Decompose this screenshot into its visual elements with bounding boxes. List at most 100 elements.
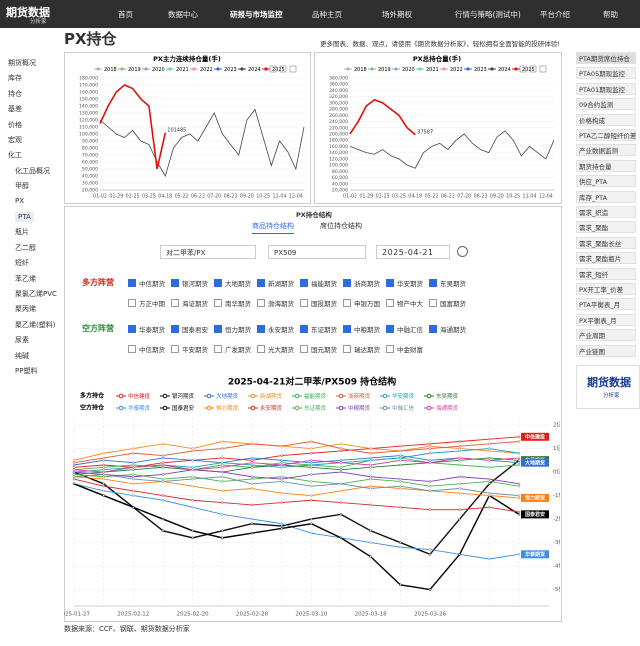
checkbox[interactable]: 华泰期货	[128, 324, 165, 334]
nav-item[interactable]: 平台介绍	[540, 10, 570, 19]
nav-item[interactable]: 品种主页	[312, 10, 342, 19]
checkbox-box[interactable]	[128, 299, 136, 307]
checkbox-box[interactable]	[343, 325, 351, 333]
nav-item[interactable]: 首页	[118, 10, 133, 19]
sidebar-item[interactable]: 期货概况	[8, 59, 36, 67]
checkbox-box[interactable]	[343, 299, 351, 307]
checkbox[interactable]: 海证期货	[171, 298, 208, 308]
sidebar-item[interactable]: 苯乙烯	[15, 274, 36, 283]
sidebar-item[interactable]: 需求_聚酯	[576, 221, 636, 234]
sidebar-item[interactable]: 产业链图	[576, 344, 636, 357]
checkbox-box[interactable]	[429, 325, 437, 333]
checkbox[interactable]: 新湖期货	[257, 278, 294, 288]
checkbox[interactable]: 中信期货	[128, 344, 165, 354]
sidebar-item[interactable]: 价格构成	[576, 113, 636, 126]
checkbox[interactable]: 国投期货	[300, 298, 337, 308]
checkbox[interactable]: 恒力期货	[214, 324, 251, 334]
checkbox-box[interactable]	[300, 325, 308, 333]
checkbox-box[interactable]	[257, 325, 265, 333]
sidebar-item[interactable]: 短纤	[15, 259, 29, 268]
checkbox-box[interactable]	[171, 279, 179, 287]
sidebar-item[interactable]: 需求_短纤	[576, 267, 636, 280]
checkbox[interactable]: 福能期货	[300, 278, 337, 288]
checkbox[interactable]: 物产中大	[386, 298, 423, 308]
sidebar-item[interactable]: 甲醇	[15, 182, 29, 191]
sidebar-item[interactable]: PTA05期现监控	[576, 67, 636, 80]
sidebar-item[interactable]: PTA	[15, 212, 34, 222]
sidebar-item[interactable]: 瓶片	[15, 228, 29, 237]
checkbox-box[interactable]	[300, 279, 308, 287]
checkbox-box[interactable]	[214, 345, 222, 353]
checkbox[interactable]: 国元期货	[300, 344, 337, 354]
nav-item[interactable]: 行情与策略(测试中)	[455, 10, 521, 19]
checkbox-box[interactable]	[257, 345, 265, 353]
sidebar-item[interactable]: PTA01期现监控	[576, 82, 636, 95]
checkbox[interactable]: 东证期货	[300, 324, 337, 334]
checkbox[interactable]: 国泰君安	[171, 324, 208, 334]
checkbox-box[interactable]	[128, 325, 136, 333]
checkbox-box[interactable]	[214, 279, 222, 287]
sidebar-item[interactable]: 化工品概况	[15, 166, 50, 175]
select[interactable]: 对二甲苯/PX	[160, 245, 256, 259]
checkbox[interactable]: 平安期货	[171, 344, 208, 354]
sidebar-item[interactable]: 价格	[8, 120, 22, 129]
checkbox-box[interactable]	[257, 279, 265, 287]
checkbox[interactable]: 永安期货	[257, 324, 294, 334]
checkbox-box[interactable]	[171, 345, 179, 353]
sidebar-item[interactable]: PX开工率_价差	[576, 283, 636, 295]
checkbox-box[interactable]	[429, 279, 437, 287]
nav-item[interactable]: 数据中心	[168, 10, 198, 19]
checkbox[interactable]: 光大期货	[257, 344, 294, 354]
sidebar-item[interactable]: 需求_聚酯瓶片	[576, 252, 636, 265]
sidebar-item[interactable]: 基差	[8, 105, 22, 114]
nav-item[interactable]: 帮助	[603, 10, 618, 19]
sidebar-item[interactable]: 纯碱	[15, 351, 29, 360]
checkbox-box[interactable]	[171, 325, 179, 333]
checkbox-box[interactable]	[300, 299, 308, 307]
checkbox[interactable]: 中信期货	[128, 278, 165, 288]
sidebar-item[interactable]: PX	[15, 196, 25, 205]
checkbox[interactable]: 海通期货	[429, 324, 466, 334]
tab[interactable]: 商品持仓结构	[252, 221, 294, 234]
checkbox[interactable]: 中融汇信	[386, 324, 423, 334]
checkbox[interactable]: 方正中期	[128, 298, 165, 308]
sidebar-item[interactable]: 尿素	[15, 336, 29, 345]
checkbox-box[interactable]	[429, 299, 437, 307]
sidebar-item[interactable]: PX平衡表_月	[576, 313, 636, 326]
sidebar-item[interactable]: 化工	[8, 151, 22, 160]
checkbox-box[interactable]	[300, 345, 308, 353]
select[interactable]: PX509	[268, 245, 366, 259]
checkbox[interactable]: 华安期货	[386, 278, 423, 288]
sidebar-item[interactable]: 需求_聚酯长丝	[576, 236, 636, 249]
sidebar-item[interactable]: PTA平衡表_月	[576, 298, 636, 311]
checkbox-box[interactable]	[214, 325, 222, 333]
sidebar-item[interactable]: PTA期货席位持仓	[576, 52, 636, 64]
sidebar-item[interactable]: PTA乙二醇短纤价差	[576, 129, 636, 141]
checkbox[interactable]: 东吴期货	[429, 278, 466, 288]
tab[interactable]: 席位持仓结构	[320, 222, 362, 230]
sidebar-item[interactable]: 产业数据监测	[576, 144, 636, 157]
sidebar-item[interactable]: 供应_PTA	[576, 175, 636, 188]
checkbox-box[interactable]	[214, 299, 222, 307]
sidebar-item[interactable]: 产业周期	[576, 329, 636, 342]
nav-item[interactable]: 研报与市场监控	[230, 10, 283, 19]
sidebar-item[interactable]: 聚丙烯	[15, 305, 36, 314]
checkbox[interactable]: 瑞达期货	[343, 344, 380, 354]
checkbox-box[interactable]	[128, 345, 136, 353]
checkbox[interactable]: 南华期货	[214, 298, 251, 308]
checkbox-box[interactable]	[257, 299, 265, 307]
sidebar-item[interactable]: PP塑料	[15, 367, 38, 375]
date-input[interactable]: 2025-04-21	[376, 245, 450, 259]
help-icon[interactable]	[457, 246, 468, 257]
logo[interactable]: 期货数据	[6, 6, 50, 19]
checkbox-box[interactable]	[343, 345, 351, 353]
nav-item[interactable]: 场外期权	[382, 10, 412, 19]
checkbox[interactable]: 渤海期货	[257, 298, 294, 308]
checkbox[interactable]: 国富期货	[429, 298, 466, 308]
sidebar-item[interactable]: 库存	[8, 74, 22, 83]
checkbox-box[interactable]	[386, 325, 394, 333]
sidebar-item[interactable]: 聚氯乙烯PVC	[15, 290, 57, 298]
checkbox[interactable]: 银河期货	[171, 278, 208, 288]
sidebar-item[interactable]: 库存_PTA	[576, 190, 636, 203]
checkbox-box[interactable]	[386, 279, 394, 287]
